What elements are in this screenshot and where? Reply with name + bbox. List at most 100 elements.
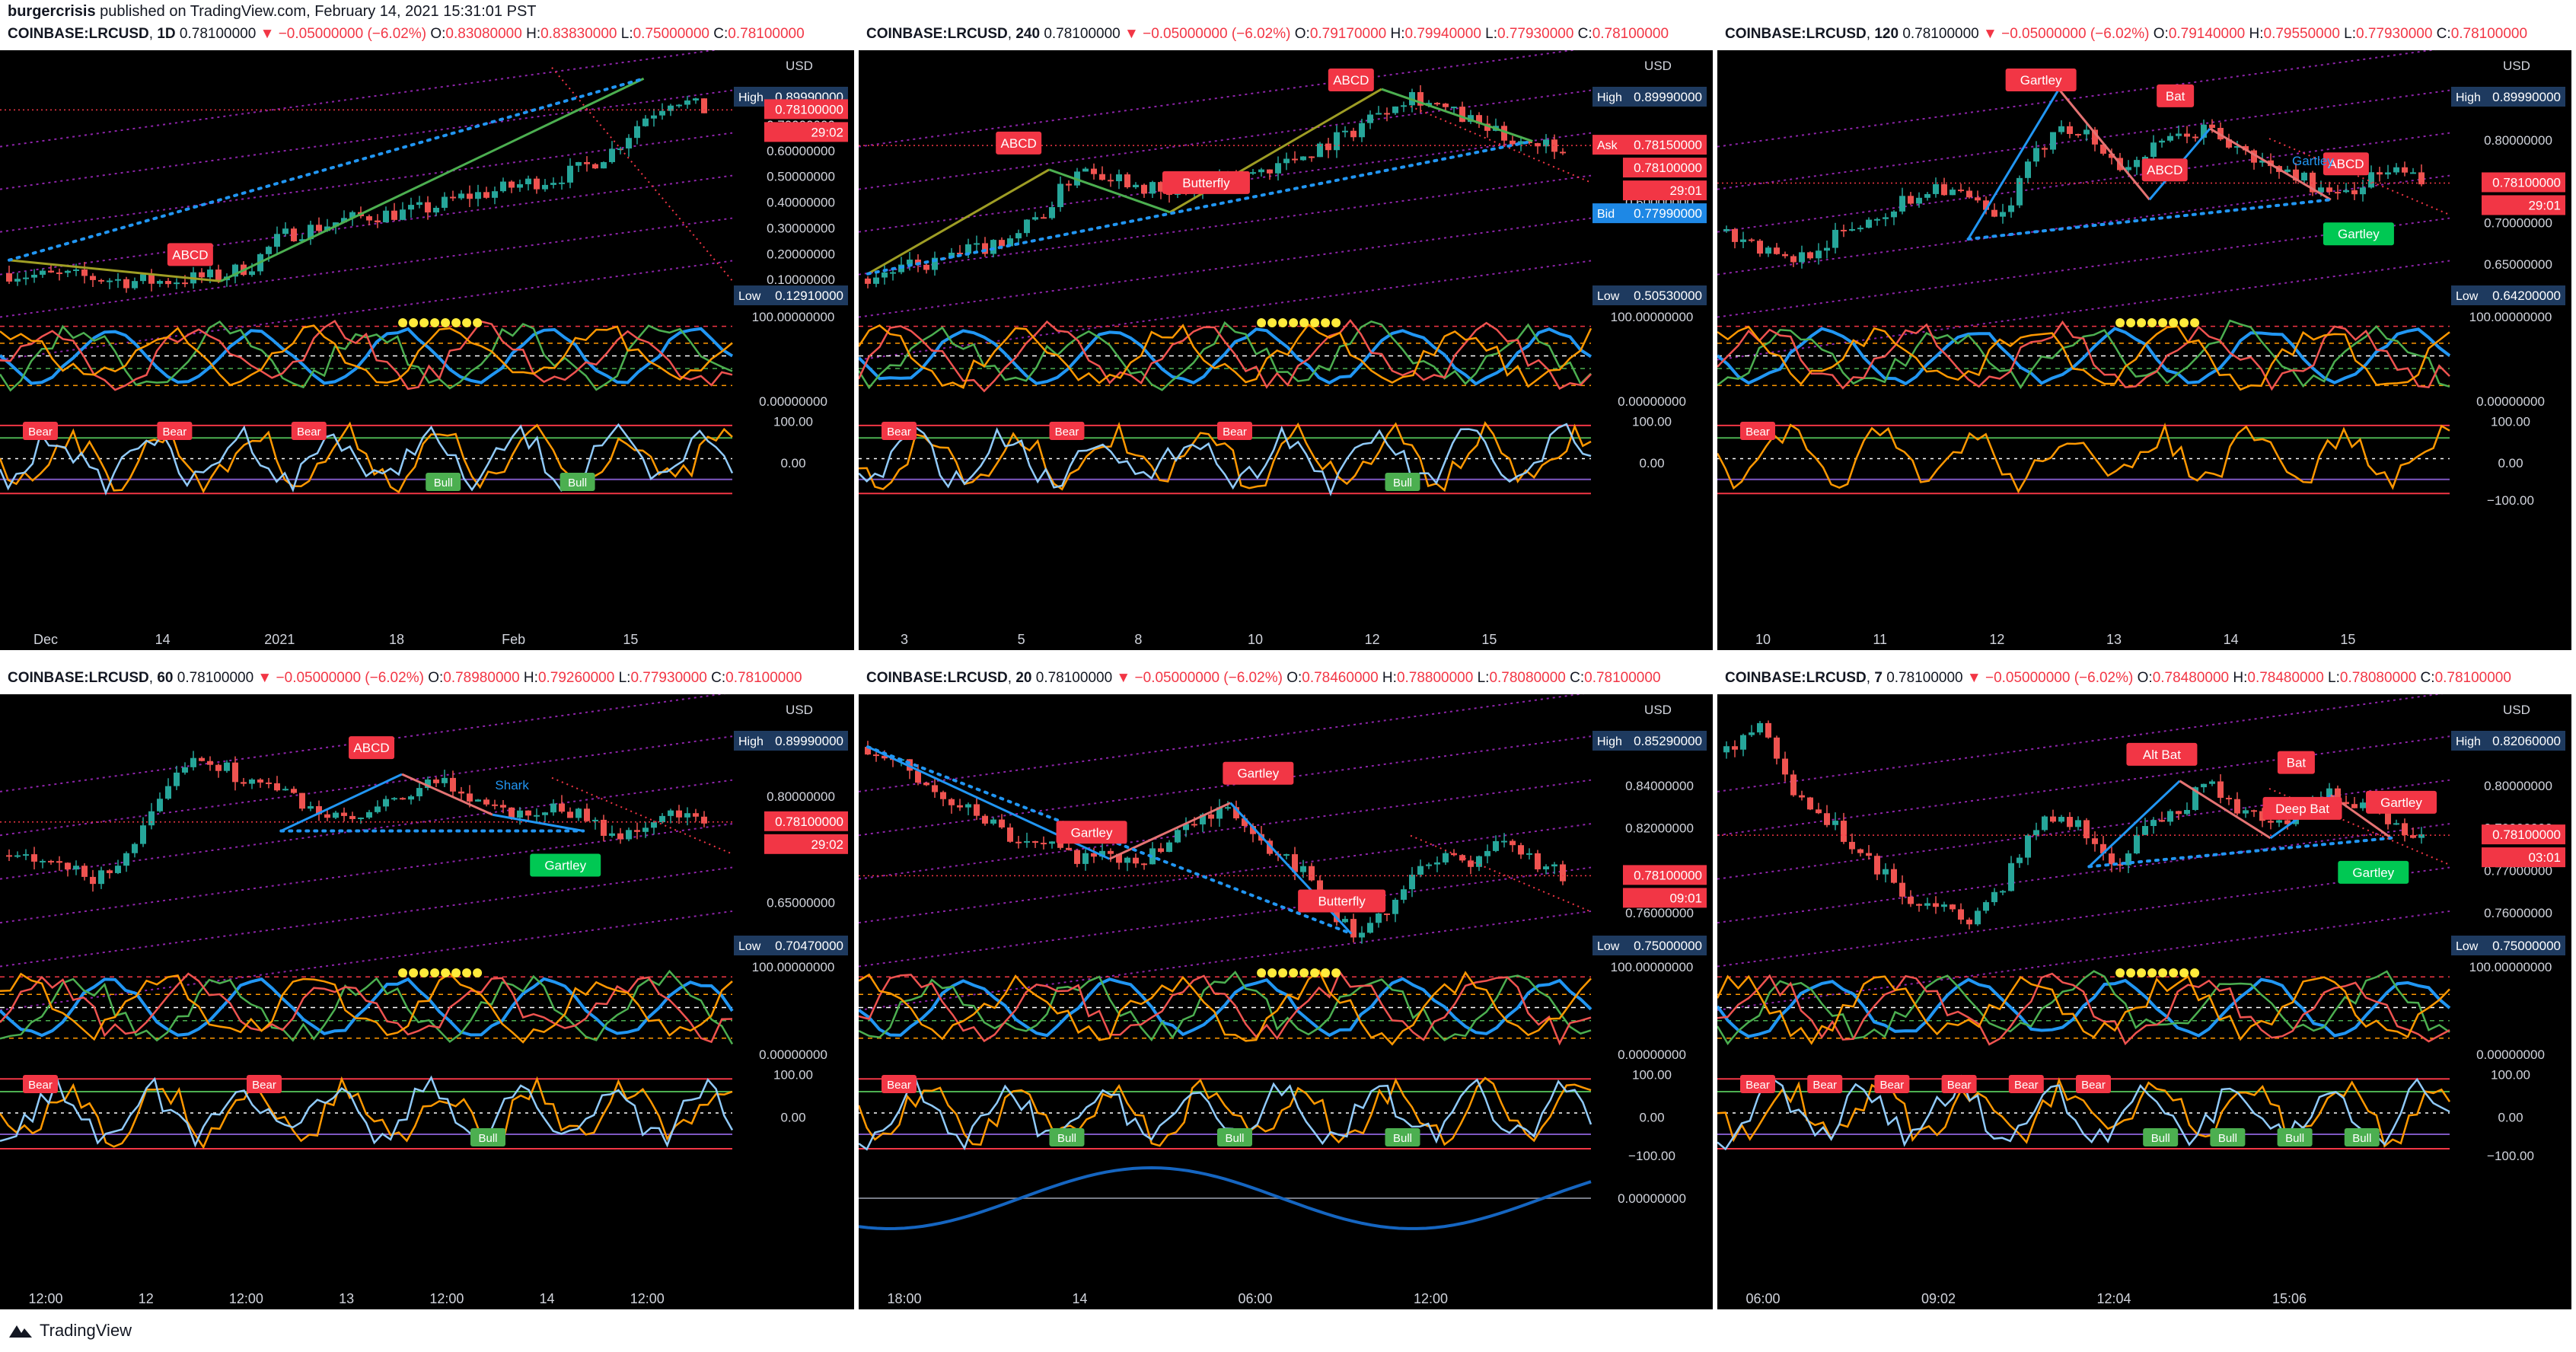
chart-panel-120[interactable]: USDGartleyABCDBatABCDGartleyGartley0.850…	[1717, 50, 2571, 650]
candle	[1535, 853, 1541, 869]
header-sep: ▼	[256, 26, 279, 42]
candle	[575, 808, 582, 818]
pattern-badge[interactable]	[1298, 889, 1386, 913]
chart-panel-240[interactable]: USDABCDButterflyABCD0.800000000.60000000…	[859, 50, 1713, 650]
candle	[982, 815, 988, 824]
candle	[98, 279, 104, 282]
candle	[107, 870, 113, 873]
currency-label: USD	[2503, 703, 2530, 717]
pattern-badge[interactable]	[2323, 222, 2394, 246]
pattern-badge[interactable]	[1162, 171, 1250, 194]
candle	[1891, 211, 1897, 218]
candle	[174, 772, 180, 786]
candle	[2125, 853, 2131, 866]
candle	[40, 270, 46, 275]
axis-badge-title: High	[1597, 91, 1622, 104]
pattern-badge[interactable]	[2277, 751, 2315, 774]
candle	[2259, 811, 2265, 821]
candle	[2243, 145, 2249, 151]
chart-panel-1D[interactable]: USDABCD0.800000000.700000000.600000000.5…	[0, 50, 854, 650]
pattern-badge[interactable]	[996, 131, 1042, 155]
chart-panel-20[interactable]: USDGartleyGartleyButterfly0.860000000.84…	[859, 694, 1713, 1309]
pattern-badge[interactable]	[349, 736, 395, 760]
candle	[2209, 781, 2215, 784]
pattern-badge[interactable]	[2366, 790, 2437, 814]
candle	[1175, 830, 1181, 843]
candle	[882, 755, 888, 759]
header-sep: C:	[1573, 26, 1592, 42]
candle	[974, 804, 980, 816]
osc-tag	[23, 422, 58, 440]
candle	[1066, 847, 1072, 850]
x-tick: 14	[155, 632, 171, 647]
candle	[1866, 853, 1872, 856]
osc-tag	[23, 1075, 58, 1093]
candle	[1451, 853, 1457, 856]
candle	[1015, 841, 1022, 843]
candle	[1216, 807, 1223, 819]
pattern-badge[interactable]	[1328, 69, 1374, 91]
osc-dot	[451, 968, 461, 977]
pattern-badge[interactable]	[2323, 152, 2369, 176]
osc-dot	[2115, 968, 2125, 977]
candle	[1526, 141, 1532, 144]
pattern-badge[interactable]	[2262, 796, 2342, 820]
candle	[2125, 167, 2131, 171]
candle	[1468, 115, 1474, 123]
channel-line	[1717, 823, 2450, 924]
candle	[2008, 205, 2014, 212]
candle	[1334, 132, 1340, 151]
candle	[148, 274, 155, 284]
candle	[1359, 933, 1365, 938]
pattern-badge[interactable]	[2141, 158, 2188, 182]
osc2-line	[859, 421, 1592, 493]
header-interval: 1D	[157, 26, 176, 42]
candle	[1292, 158, 1298, 161]
tradingview-logo[interactable]: TradingView	[8, 1321, 132, 1341]
candle	[1049, 207, 1055, 218]
pattern-badge[interactable]	[2005, 69, 2077, 91]
candle	[324, 814, 330, 818]
candle	[1975, 197, 1981, 201]
chart-panel-60[interactable]: USDABCDSharkGartley0.850000000.800000000…	[0, 694, 854, 1309]
pattern-badge[interactable]	[2338, 860, 2409, 884]
candle	[375, 220, 381, 223]
header-l: 0.77930000	[630, 670, 707, 686]
osc1-tick: 100.00000000	[752, 310, 835, 324]
candle	[1325, 143, 1331, 151]
axis-badge	[764, 811, 848, 831]
candle	[1966, 920, 1972, 925]
pattern-badge[interactable]	[167, 243, 213, 266]
candle	[433, 779, 439, 783]
x-tick: 15	[2340, 632, 2355, 647]
osc-tag-label: Bear	[28, 1079, 53, 1092]
candle	[1816, 809, 1822, 814]
candle	[584, 161, 590, 164]
osc-tag-label: Bear	[163, 426, 187, 438]
pattern-badge[interactable]	[1056, 821, 1127, 844]
pattern-badge[interactable]	[1223, 761, 1294, 785]
osc2-line	[0, 421, 733, 494]
osc2-tick: 0.00	[2498, 1111, 2523, 1125]
candle	[2393, 823, 2399, 825]
candle	[2209, 124, 2215, 128]
osc1-line	[859, 323, 1592, 390]
pattern-leg	[1381, 88, 1533, 142]
candle	[1908, 196, 1914, 204]
osc2-tick: −100.00	[2487, 1149, 2534, 1163]
header-last: 0.78100000	[1044, 26, 1121, 42]
axis-badge-value: 0.78150000	[1634, 138, 1702, 152]
candle	[2142, 826, 2148, 835]
axis-badge	[734, 731, 848, 751]
candle	[1141, 184, 1147, 194]
pattern-badge[interactable]	[2126, 742, 2198, 766]
candle	[6, 855, 12, 857]
pattern-badge[interactable]	[530, 853, 601, 877]
pattern-badge[interactable]	[2157, 84, 2195, 107]
osc-tag-label: Bear	[2014, 1079, 2039, 1092]
osc2-tick: 100.00	[1632, 414, 1672, 429]
candle	[65, 863, 71, 870]
header-symbol: COINBASE:LRCUSD	[1725, 670, 1867, 686]
